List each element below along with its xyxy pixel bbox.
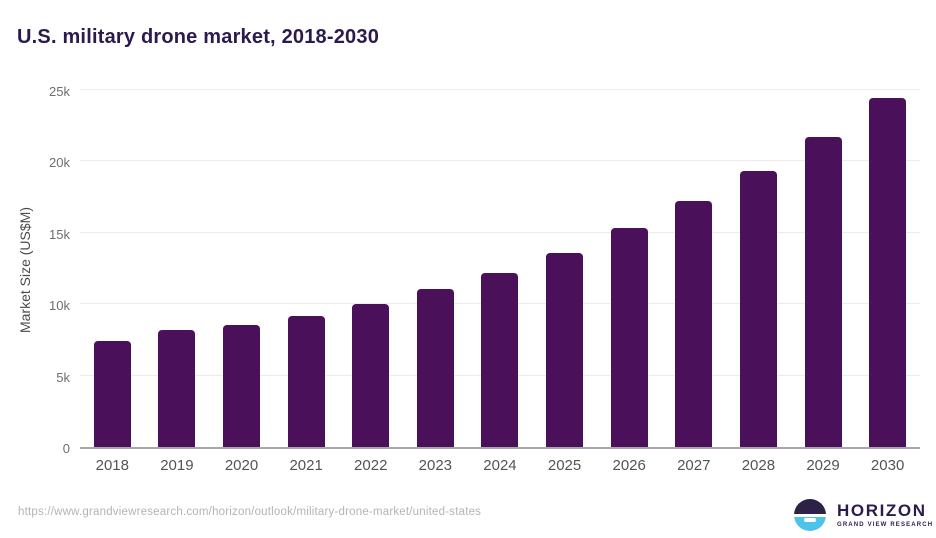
x-tick-label-2025: 2025 <box>547 457 582 474</box>
x-tick-label-2028: 2028 <box>741 457 776 474</box>
gridline-25k <box>80 89 920 90</box>
bar-2020[interactable] <box>223 324 261 447</box>
bar-2024[interactable] <box>481 273 519 447</box>
x-tick-label-2027: 2027 <box>677 457 711 474</box>
gridline-20k <box>80 160 920 162</box>
y-axis-ticks: 0 5k 10k 15k 20k 25k <box>20 84 70 456</box>
bar-slot-2021 <box>274 92 339 447</box>
horizon-logo-text: HORIZON GRAND VIEW RESEARCH <box>837 502 933 529</box>
x-axis-ticks: 2018 2019 2020 2021 2022 2023 2024 2025 2026 2027… <box>80 457 920 474</box>
bar-2021[interactable] <box>287 316 325 447</box>
bar-2022[interactable] <box>352 304 390 447</box>
bar-2025[interactable] <box>546 253 584 447</box>
x-tick-label-2029: 2029 <box>806 457 840 474</box>
bar-2027[interactable] <box>675 201 713 447</box>
bar-2030[interactable] <box>869 97 907 447</box>
horizon-logo-icon <box>794 499 826 531</box>
x-tick-label-2019: 2019 <box>160 457 194 474</box>
y-tick-label-10k: 10k <box>49 298 70 314</box>
bar-slot-2018 <box>80 92 145 447</box>
logo-wordmark: HORIZON <box>837 500 927 520</box>
bar-slot-2026 <box>597 92 662 447</box>
bar-slot-2027 <box>661 92 726 447</box>
x-tick-label-2030: 2030 <box>870 457 905 474</box>
x-tick-label-2018: 2018 <box>95 457 129 474</box>
x-tick-label-2026: 2026 <box>612 457 646 474</box>
horizon-logo[interactable]: HORIZON GRAND VIEW RESEARCH <box>794 499 933 531</box>
y-tick-label-0: 0 <box>62 441 70 456</box>
bar-slot-2028 <box>726 92 791 447</box>
bar-2028[interactable] <box>739 170 777 447</box>
source-url: https://www.grandviewresearch.com/horizo… <box>18 506 482 518</box>
bar-2018[interactable] <box>93 340 131 447</box>
logo-subtext: GRAND VIEW RESEARCH <box>837 522 934 529</box>
bar-slot-2030 <box>855 92 920 447</box>
gridline-15k <box>80 231 920 233</box>
bar-slot-2025 <box>532 92 597 447</box>
plot-area <box>80 89 920 449</box>
x-tick-label-2020: 2020 <box>224 457 259 474</box>
bar-slot-2020 <box>209 92 274 447</box>
bar-slot-2024 <box>468 92 533 447</box>
bar-2026[interactable] <box>610 228 648 447</box>
x-tick-label-2024: 2024 <box>483 457 517 474</box>
y-tick-label-25k: 25k <box>49 84 70 99</box>
x-tick-label-2022: 2022 <box>354 457 388 474</box>
bar-2029[interactable] <box>804 136 842 447</box>
chart-title: U.S. military drone market, 2018-2030 <box>17 26 380 48</box>
y-tick-label-15k: 15k <box>49 226 70 242</box>
bar-slot-2022 <box>338 92 403 447</box>
bar-2023[interactable] <box>416 288 454 447</box>
bar-slot-2029 <box>791 92 856 447</box>
bar-series <box>80 92 920 447</box>
x-tick-label-2023: 2023 <box>418 457 453 474</box>
y-tick-label-20k: 20k <box>49 155 70 171</box>
bar-slot-2019 <box>145 92 210 447</box>
bar-slot-2023 <box>403 92 468 447</box>
x-tick-label-2021: 2021 <box>289 457 323 474</box>
bar-2019[interactable] <box>158 329 196 447</box>
y-tick-label-5k: 5k <box>56 369 70 385</box>
